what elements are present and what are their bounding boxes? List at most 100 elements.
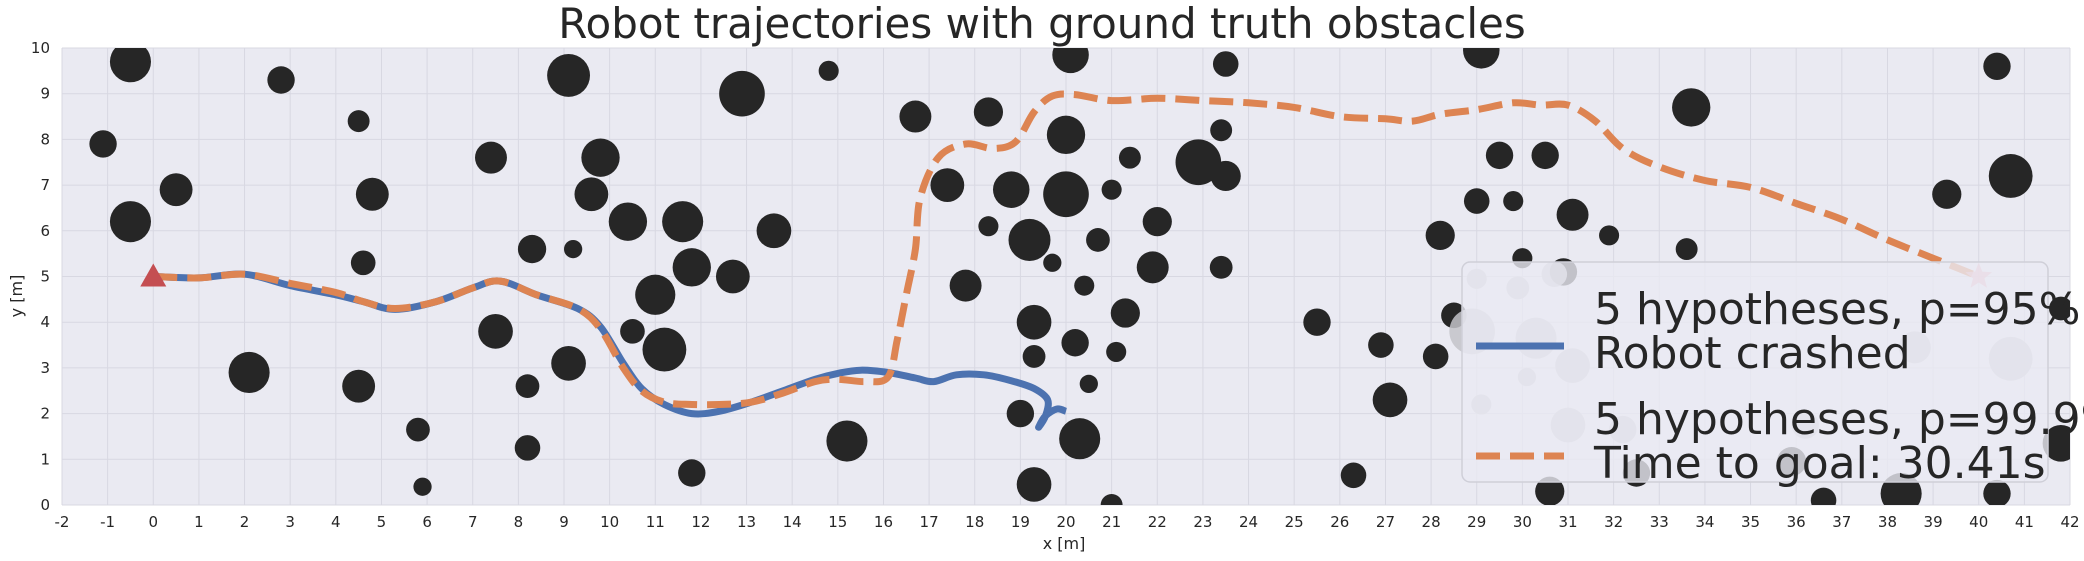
x-axis-label: x [m] [1043, 534, 1086, 553]
obstacle [514, 435, 541, 461]
y-tick-label: 9 [40, 85, 50, 103]
x-tick-label: -1 [100, 513, 115, 531]
obstacle [350, 250, 376, 276]
obstacle [826, 420, 868, 462]
obstacle [1599, 225, 1620, 246]
obstacle [355, 177, 389, 211]
x-tick-label: 9 [559, 513, 569, 531]
obstacle [642, 327, 687, 372]
obstacle [228, 351, 270, 394]
x-tick-label: 12 [691, 513, 710, 531]
obstacle [930, 168, 965, 203]
obstacles-layer [89, 48, 2070, 505]
obstacle [1988, 154, 2033, 198]
obstacle [1932, 179, 1962, 209]
obstacle [109, 48, 151, 83]
trajectories-layer [153, 90, 1980, 431]
x-tick-label: 29 [1467, 513, 1486, 531]
x-tick-label: 38 [1878, 513, 1897, 531]
x-tick-label: 31 [1558, 513, 1577, 531]
obstacle [2042, 425, 2070, 462]
obstacle [1368, 332, 1394, 358]
obstacle [1210, 160, 1241, 192]
obstacle [564, 239, 583, 259]
y-tick-label: 5 [40, 268, 50, 286]
obstacle [581, 138, 620, 177]
obstacle [756, 213, 792, 249]
obstacle [678, 459, 706, 487]
obstacle [551, 345, 586, 381]
chart-title: Robot trajectories with ground truth obs… [558, 0, 1526, 48]
x-tick-labels: -2 -1 0 1 2 3 4 5 6 7 8 9 10 11 12 13 14 15 16 17 18 19 20 21 22… [55, 513, 2080, 531]
y-tick-label: 4 [40, 313, 50, 331]
x-tick-label: 14 [783, 513, 802, 531]
legend-label-2: 5 hypotheses, p=99.9% [1594, 394, 2084, 445]
obstacle [159, 173, 193, 207]
obstacle [715, 259, 750, 294]
x-tick-label: 11 [646, 513, 665, 531]
legend: 5 hypotheses, p=95%Robot crashed 5 hypoth… [1461, 261, 2084, 489]
obstacle [1463, 188, 1490, 214]
obstacle [1212, 51, 1239, 77]
x-tick-label: 37 [1832, 513, 1851, 531]
obstacle [1061, 329, 1089, 357]
x-tick-label: 17 [920, 513, 939, 531]
legend-label-1: Robot crashed [1594, 328, 1911, 379]
obstacle [574, 177, 609, 212]
x-tick-label: 39 [1924, 513, 1943, 531]
obstacle [1043, 171, 1089, 218]
obstacle [547, 53, 591, 97]
obstacle [1340, 462, 1367, 489]
x-tick-label: 7 [468, 513, 478, 531]
obstacle [662, 201, 704, 243]
y-tick-label: 7 [40, 176, 50, 194]
x-tick-label: 6 [422, 513, 432, 531]
obstacle [1303, 308, 1331, 336]
obstacle [1463, 48, 1500, 69]
start-marker [140, 263, 167, 287]
y-tick-label: 1 [40, 450, 50, 468]
obstacle [1175, 139, 1222, 186]
obstacle [818, 60, 839, 81]
obstacle [620, 319, 645, 344]
obstacle [1210, 119, 1233, 142]
obstacle [1531, 141, 1559, 170]
obstacle [1016, 304, 1052, 340]
y-tick-labels: 0 1 2 3 4 5 6 7 8 9 10 [31, 39, 50, 514]
obstacle [1136, 251, 1169, 284]
obstacle [1118, 146, 1141, 169]
x-tick-label: 21 [1102, 513, 1121, 531]
x-tick-label: 40 [1969, 513, 1988, 531]
obstacle [1672, 88, 1711, 127]
obstacle [1046, 115, 1086, 155]
obstacle [1006, 399, 1035, 428]
obstacle [2049, 296, 2070, 321]
obstacle [413, 477, 432, 496]
y-tick-label: 6 [40, 222, 50, 240]
obstacle [342, 369, 376, 403]
x-tick-label: 10 [600, 513, 619, 531]
obstacle [719, 70, 765, 117]
x-tick-label: 30 [1513, 513, 1532, 531]
x-tick-label: 18 [965, 513, 984, 531]
x-tick-label: 2 [240, 513, 250, 531]
obstacle [635, 274, 676, 315]
x-tick-label: 1 [194, 513, 204, 531]
obstacle [1535, 476, 1565, 505]
obstacle [1059, 418, 1101, 460]
x-tick-label: -2 [55, 513, 70, 531]
legend-label-2: Time to goal: 30.41s [1593, 438, 2046, 489]
obstacle [1008, 218, 1051, 261]
obstacle [1022, 345, 1046, 368]
obstacle [1043, 253, 1062, 272]
x-tick-label: 32 [1604, 513, 1623, 531]
y-axis-label: y [m] [7, 275, 26, 318]
obstacle [1983, 479, 2011, 505]
obstacle [1485, 141, 1514, 170]
obstacle [1675, 238, 1698, 261]
obstacle [973, 97, 1004, 127]
obstacle [1503, 191, 1524, 212]
x-tick-label: 24 [1239, 513, 1258, 531]
y-tick-label: 2 [40, 405, 50, 423]
